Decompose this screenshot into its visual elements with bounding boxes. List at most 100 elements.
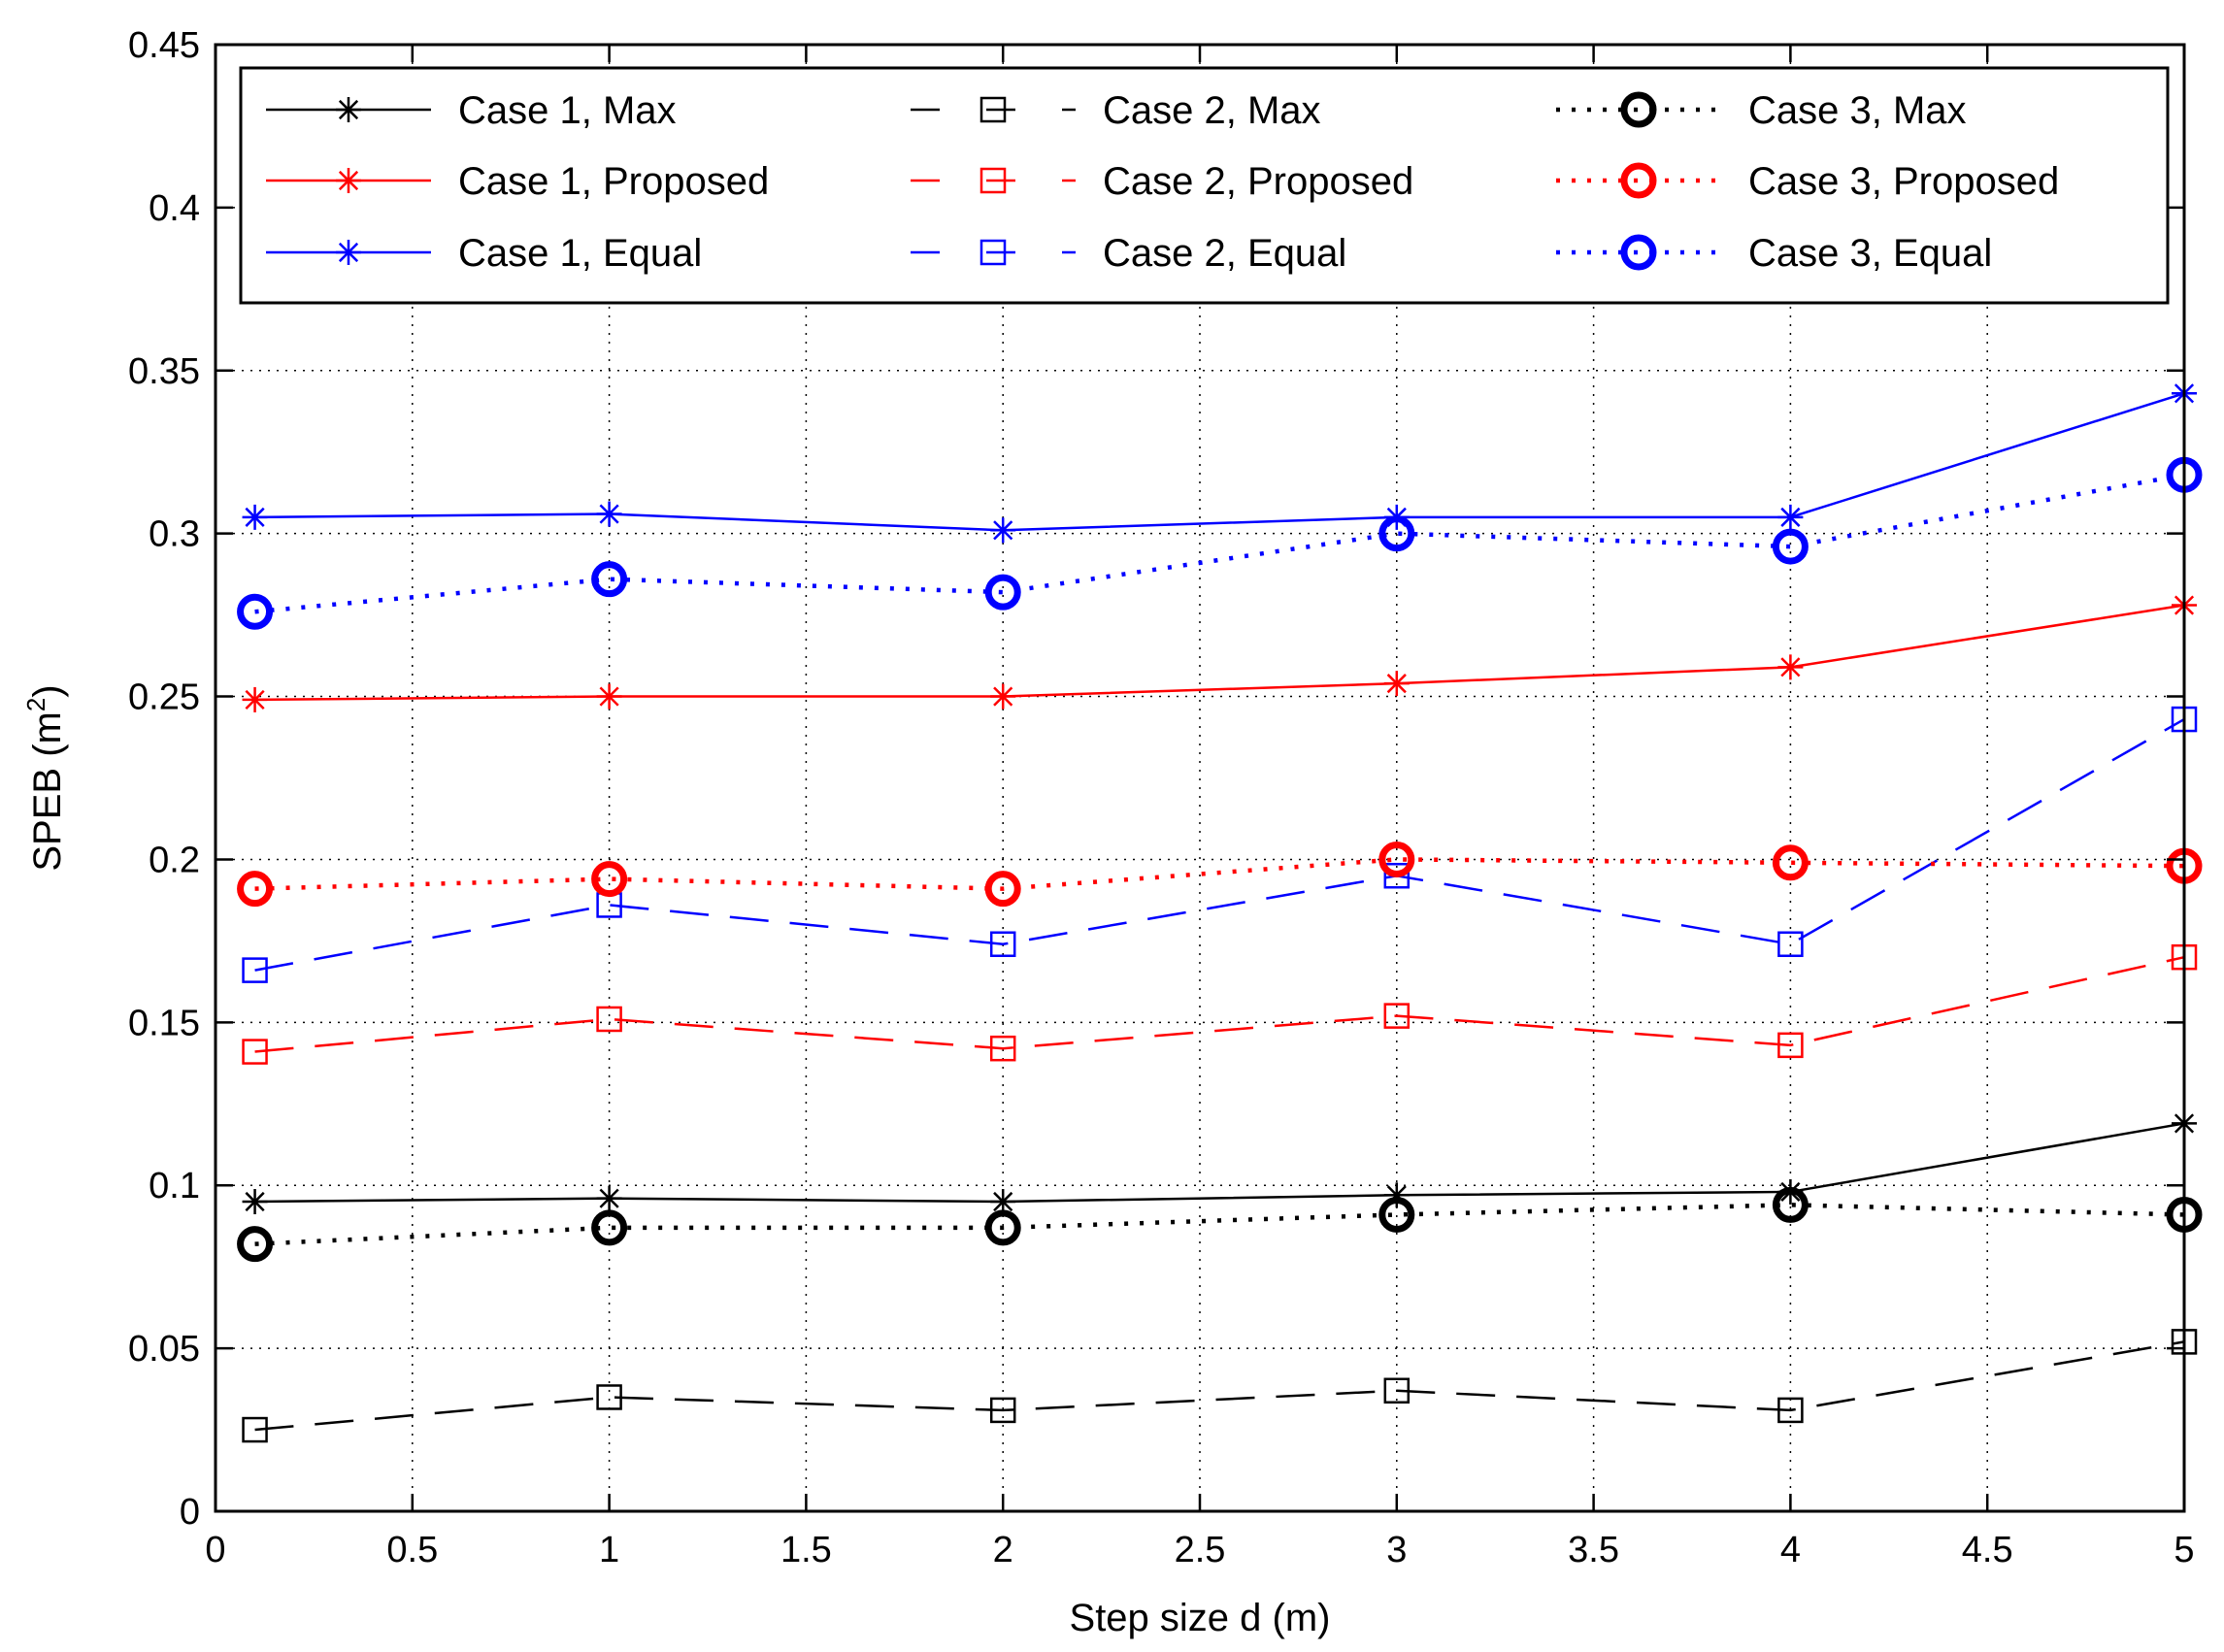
x-tick-label: 4 [1780, 1530, 1801, 1570]
series-line [254, 473, 2185, 614]
marker-circle [237, 593, 274, 630]
legend-label: Case 3, Equal [1748, 232, 1992, 275]
legend-entry: Case 1, Proposed [266, 160, 769, 203]
marker-stroke [245, 507, 265, 527]
legend-label: Case 2, Max [1103, 89, 1321, 132]
series-case-2-equal [242, 706, 2198, 983]
circle-marker [984, 871, 1021, 908]
axis-ticks: 0 0.5 1 1.5 2 2.5 3 3.5 4 4.5 5 0 0.05 0.1 0.15 0.2 0.25… [128, 25, 2195, 1570]
asterisk-marker [596, 1185, 622, 1211]
marker-circle [237, 1226, 274, 1263]
circle-marker [1378, 1196, 1415, 1233]
square-marker [1777, 1032, 1804, 1059]
circle-marker [237, 593, 274, 630]
marker-square [242, 957, 268, 983]
marker-circle [1772, 844, 1809, 881]
marker-stroke [1386, 674, 1407, 694]
marker-circle [591, 1209, 628, 1246]
marker-square [979, 167, 1007, 194]
y-tick-label: 0.3 [149, 514, 200, 555]
series-case-1-equal [242, 380, 2197, 544]
legend-label: Case 1, Max [458, 89, 677, 132]
square-marker [242, 1039, 268, 1065]
marker-circle [1772, 528, 1809, 565]
legend: Case 1, Max Case 1, Proposed Case 1, Equal… [239, 66, 2170, 305]
asterisk-marker [990, 517, 1016, 544]
series-line [254, 1203, 2185, 1246]
legend-entry: Case 2, Equal [911, 232, 1346, 275]
marker-stroke [1780, 507, 1801, 527]
legend-label: Case 1, Equal [458, 232, 702, 275]
marker-square [242, 1416, 268, 1443]
square-marker [1777, 931, 1804, 957]
marker-circle [984, 1209, 1021, 1246]
marker-circle [1378, 515, 1415, 552]
x-tick-label: 0.5 [386, 1530, 438, 1570]
square-marker [1383, 862, 1411, 889]
y-tick-label: 0.05 [128, 1329, 200, 1370]
y-tick-label: 0.45 [128, 25, 200, 66]
y-tick-label: 0.2 [149, 840, 200, 880]
circle-marker [1620, 162, 1657, 199]
x-tick-label: 3 [1386, 1530, 1407, 1570]
asterisk-marker [1777, 504, 1804, 530]
circle-marker [1620, 234, 1657, 271]
marker-stroke [245, 689, 265, 710]
series-line [254, 604, 2185, 702]
circle-marker [1772, 844, 1809, 881]
legend-entry: Case 2, Max [911, 89, 1321, 132]
square-marker [1383, 1003, 1411, 1029]
legend-entry: Case 3, Equal [1556, 232, 1992, 275]
legend-label: Case 1, Proposed [458, 160, 769, 203]
y-tick-label: 0.15 [128, 1003, 200, 1043]
asterisk-marker [596, 683, 622, 710]
marker-square [989, 1035, 1016, 1062]
legend-label: Case 3, Max [1748, 89, 1967, 132]
square-marker [596, 1006, 622, 1033]
marker-circle [1378, 1196, 1415, 1233]
marker-square [989, 1397, 1016, 1424]
legend-label: Case 3, Proposed [1748, 160, 2059, 203]
marker-stroke [338, 170, 359, 191]
marker-circle [984, 871, 1021, 908]
marker-stroke [245, 1191, 265, 1212]
circle-marker [1772, 1186, 1809, 1223]
circle-marker [1620, 91, 1657, 128]
marker-square [596, 1006, 622, 1033]
series-case-3-equal [237, 456, 2203, 630]
marker-circle [1772, 1186, 1809, 1223]
marker-square [1383, 1377, 1411, 1404]
series-case-3-proposed [237, 841, 2203, 908]
marker-circle [591, 561, 628, 598]
marker-stroke [1780, 657, 1801, 677]
asterisk-marker [336, 168, 361, 193]
marker-circle [591, 861, 628, 898]
marker-square [1777, 1032, 1804, 1059]
marker-stroke [599, 686, 619, 707]
asterisk-marker [1383, 671, 1410, 697]
marker-square [1383, 862, 1411, 889]
legend-label: Case 2, Equal [1103, 232, 1346, 275]
circle-marker [1772, 528, 1809, 565]
y-tick-label: 0.25 [128, 677, 200, 718]
y-tick-label: 0.1 [149, 1166, 200, 1206]
square-marker [242, 957, 268, 983]
y-axis-title-superscript: 2 [21, 698, 50, 711]
marker-circle [984, 574, 1021, 611]
series-line [254, 717, 2185, 972]
x-tick-label: 4.5 [1962, 1530, 2013, 1570]
square-marker [596, 1384, 622, 1410]
marker-square [1777, 931, 1804, 957]
y-tick-label: 0.4 [149, 188, 200, 229]
x-tick-label: 2 [993, 1530, 1013, 1570]
y-axis-title-main: SPEB (m [26, 711, 69, 871]
square-marker [979, 96, 1007, 123]
marker-stroke [599, 504, 619, 524]
series-line [254, 955, 2185, 1053]
x-tick-label: 1 [599, 1530, 619, 1570]
circle-marker [984, 574, 1021, 611]
marker-circle [237, 871, 274, 908]
x-tick-label: 0 [205, 1530, 225, 1570]
square-marker [1777, 1397, 1804, 1424]
